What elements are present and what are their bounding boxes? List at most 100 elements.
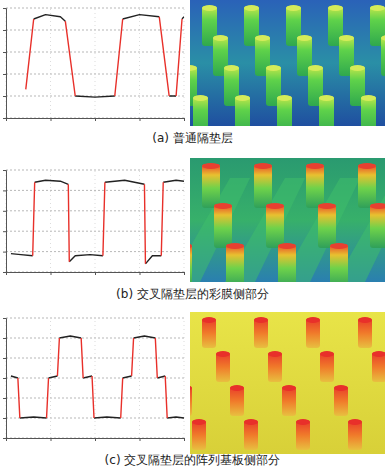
tick <box>3 272 6 273</box>
surface-pillar <box>372 352 385 382</box>
surface-pillar <box>193 96 208 126</box>
tick <box>3 438 6 439</box>
tick-mark <box>140 118 141 121</box>
surface-pillar-top <box>190 65 197 71</box>
tick-mark <box>184 272 185 275</box>
grid-line-x <box>139 170 140 272</box>
tick-mark <box>3 211 6 212</box>
tick-mark <box>3 358 6 359</box>
plot-marks <box>11 180 184 264</box>
surface-pillar-top <box>358 317 372 323</box>
surface-pillar <box>254 164 272 208</box>
y-axis <box>3 171 7 273</box>
axis-line <box>7 119 185 122</box>
tick-mark <box>95 272 96 275</box>
surface-pillar-top <box>282 385 296 391</box>
surface-pillar <box>370 204 385 248</box>
surface-pillar <box>319 96 334 126</box>
surface-pillar <box>381 36 385 76</box>
tick <box>3 358 6 359</box>
tick-mark <box>3 252 6 253</box>
surface-pillar-top <box>193 95 208 101</box>
surface-pillar <box>278 244 296 282</box>
surface-pillar-top <box>254 317 268 323</box>
caption: (c) 交叉隔垫层的阵列基板侧部分 <box>105 453 281 467</box>
surface-pillar-top <box>348 419 362 425</box>
surface-pillar-top <box>230 385 244 391</box>
surface-pillar <box>190 244 192 282</box>
tick <box>3 74 6 75</box>
grid-line-x <box>184 8 185 118</box>
surface-pillar <box>358 318 372 348</box>
surface-pillar-top <box>190 243 192 249</box>
surface-render <box>190 158 385 282</box>
surface-pillar <box>216 352 230 382</box>
profile-panel <box>3 170 185 275</box>
grid <box>6 318 184 438</box>
figure: (a) 普通隔垫层(b) 交叉隔垫层的彩膜侧部分(c) 交叉隔垫层的阵列基板侧部… <box>0 0 385 471</box>
surface-pillar-top <box>339 35 354 41</box>
tick <box>3 252 6 253</box>
surface-pillar <box>358 164 376 208</box>
surface-pillar <box>192 420 206 450</box>
surface-pillar-top <box>235 95 250 101</box>
tick <box>3 211 6 212</box>
tick-mark <box>3 8 6 9</box>
surface-pillar <box>296 420 310 450</box>
tick <box>3 231 6 232</box>
surface-pillar <box>330 244 348 282</box>
profile-line <box>11 180 184 264</box>
tick <box>3 170 6 171</box>
y-axis <box>3 319 7 439</box>
tick <box>3 418 6 419</box>
tick <box>51 438 52 441</box>
tick-mark <box>3 318 6 319</box>
tick <box>95 118 96 121</box>
tick <box>184 272 185 275</box>
tick-mark <box>184 438 185 441</box>
tick <box>184 438 185 441</box>
tick <box>3 118 6 119</box>
x-axis <box>7 118 185 121</box>
surface-pillar-top <box>268 351 282 357</box>
tick-mark <box>95 438 96 441</box>
surface-pillar-top <box>372 351 385 357</box>
axis-line <box>3 171 7 273</box>
surface-pillar <box>318 204 336 248</box>
tick-mark <box>3 190 6 191</box>
grid-line-y <box>6 96 184 97</box>
grid-line-x <box>95 8 96 118</box>
surface-pillar-top <box>381 35 385 41</box>
surface-pillar-top <box>244 419 258 425</box>
surface-pillar-top <box>190 385 192 391</box>
tick <box>3 30 6 31</box>
tick <box>95 438 96 441</box>
surface-pillar-top <box>286 5 301 11</box>
surface-pillar-top <box>350 65 365 71</box>
surface-pillar <box>214 204 232 248</box>
plot-marks <box>11 336 184 418</box>
surface-background <box>190 312 385 454</box>
surface-pillar-top <box>226 243 244 249</box>
tick <box>3 96 6 97</box>
surface-pillar-top <box>358 163 376 169</box>
surface-render <box>190 312 385 454</box>
surface-pillar-top <box>308 65 323 71</box>
surface-render <box>190 0 385 126</box>
surface-pillar <box>244 420 258 450</box>
surface-pillar-top <box>334 385 348 391</box>
tick-mark <box>3 438 6 439</box>
tick-mark <box>3 118 6 119</box>
grid-line-x <box>139 318 140 438</box>
tick-mark <box>3 338 6 339</box>
surface-pillar <box>202 318 216 348</box>
surface-pillar-top <box>192 419 206 425</box>
surface-pillar-top <box>255 35 270 41</box>
tick-mark <box>51 438 52 441</box>
profile-panel <box>3 318 185 441</box>
tick-mark <box>95 118 96 121</box>
tick <box>140 438 141 441</box>
surface-pillar-top <box>202 163 220 169</box>
tick <box>95 272 96 275</box>
tick <box>140 118 141 121</box>
